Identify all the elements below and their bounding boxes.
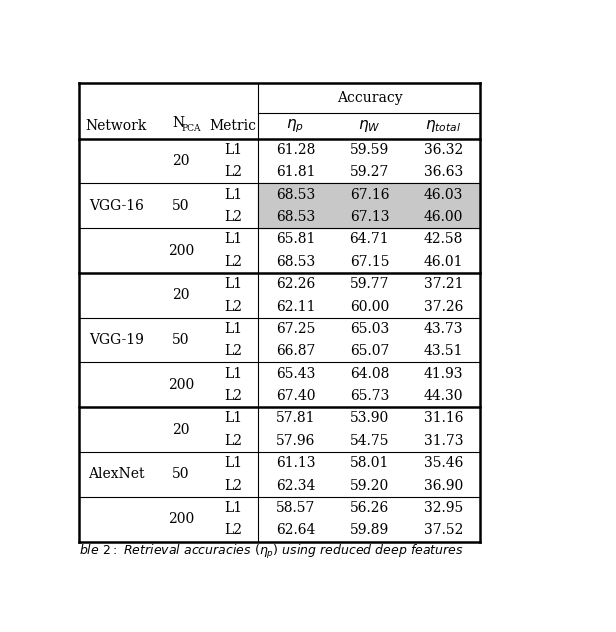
Text: 65.81: 65.81 [276,233,315,246]
Text: 61.28: 61.28 [276,143,315,157]
Text: 20: 20 [172,288,190,302]
Text: 36.90: 36.90 [424,478,463,492]
Text: 57.96: 57.96 [276,434,315,448]
Text: 53.90: 53.90 [350,411,389,425]
Text: Network: Network [86,119,147,133]
Text: 59.89: 59.89 [350,523,389,537]
Text: 20: 20 [172,154,190,168]
Text: $\it{ble\ 2:\ Retrieval\ accuracies\ (\eta_p)\ using\ reduced\ deep\ features}$: $\it{ble\ 2:\ Retrieval\ accuracies\ (\e… [79,544,464,561]
Text: 37.21: 37.21 [424,277,463,291]
Text: L1: L1 [224,233,243,246]
Text: 56.26: 56.26 [350,501,389,515]
Text: VGG-19: VGG-19 [89,333,144,347]
Text: 57.81: 57.81 [276,411,315,425]
Text: Accuracy: Accuracy [336,91,402,105]
Text: L1: L1 [224,322,243,336]
Text: 59.77: 59.77 [350,277,389,291]
Text: 65.73: 65.73 [350,389,389,403]
Text: 32.95: 32.95 [424,501,463,515]
Text: 60.00: 60.00 [350,300,389,313]
Text: 58.57: 58.57 [276,501,315,515]
Text: 67.40: 67.40 [276,389,315,403]
Text: N: N [172,116,185,130]
Text: 43.73: 43.73 [424,322,463,336]
Text: 46.03: 46.03 [424,188,463,202]
Text: L2: L2 [224,255,242,269]
Text: L1: L1 [224,456,243,470]
Text: 43.51: 43.51 [424,344,463,358]
Text: 65.07: 65.07 [350,344,389,358]
Text: L2: L2 [224,478,242,492]
Text: 68.53: 68.53 [276,188,315,202]
Text: L2: L2 [224,165,242,179]
Text: VGG-16: VGG-16 [89,199,144,213]
Text: 35.46: 35.46 [424,456,463,470]
Text: 67.13: 67.13 [350,210,389,224]
Text: L1: L1 [224,188,243,202]
Text: 68.53: 68.53 [276,210,315,224]
Text: AlexNet: AlexNet [88,468,145,482]
Text: 59.27: 59.27 [350,165,389,179]
Text: 59.59: 59.59 [350,143,389,157]
Text: 37.52: 37.52 [424,523,463,537]
Text: L1: L1 [224,411,243,425]
Text: 200: 200 [168,378,194,392]
Text: 46.00: 46.00 [424,210,463,224]
Text: $\eta_p$: $\eta_p$ [286,117,304,135]
Text: 36.32: 36.32 [424,143,463,157]
Text: 50: 50 [172,199,190,213]
Text: 61.13: 61.13 [276,456,315,470]
Text: 42.58: 42.58 [424,233,463,246]
Text: L2: L2 [224,300,242,313]
Text: PCA: PCA [182,124,201,133]
Bar [259,183,480,206]
Text: 31.73: 31.73 [424,434,463,448]
Text: 67.15: 67.15 [350,255,389,269]
Text: 64.71: 64.71 [350,233,389,246]
Text: 36.63: 36.63 [424,165,463,179]
Text: 67.25: 67.25 [276,322,315,336]
Text: $\eta_{total}$: $\eta_{total}$ [426,118,461,134]
Text: L2: L2 [224,210,242,224]
Text: 66.87: 66.87 [276,344,315,358]
Text: 62.34: 62.34 [276,478,315,492]
Text: 46.01: 46.01 [424,255,463,269]
Text: 62.26: 62.26 [276,277,315,291]
Text: 54.75: 54.75 [350,434,389,448]
Text: 67.16: 67.16 [350,188,389,202]
Text: 200: 200 [168,512,194,526]
Text: 62.11: 62.11 [276,300,315,313]
Text: 200: 200 [168,243,194,258]
Text: L1: L1 [224,501,243,515]
Text: 41.93: 41.93 [424,367,463,380]
Text: 31.16: 31.16 [424,411,463,425]
Text: Metric: Metric [210,119,257,133]
Text: 58.01: 58.01 [350,456,389,470]
Text: 65.03: 65.03 [350,322,389,336]
Text: 50: 50 [172,333,190,347]
Text: 62.64: 62.64 [276,523,315,537]
Text: L1: L1 [224,367,243,380]
Text: 37.26: 37.26 [424,300,463,313]
Text: 68.53: 68.53 [276,255,315,269]
Text: L2: L2 [224,523,242,537]
Text: 59.20: 59.20 [350,478,389,492]
Text: 61.81: 61.81 [276,165,315,179]
Text: L2: L2 [224,389,242,403]
Text: L2: L2 [224,434,242,448]
Text: 64.08: 64.08 [350,367,389,380]
Text: 44.30: 44.30 [424,389,463,403]
Text: 65.43: 65.43 [276,367,315,380]
Text: 20: 20 [172,423,190,437]
Text: L1: L1 [224,143,243,157]
Text: L2: L2 [224,344,242,358]
Text: L1: L1 [224,277,243,291]
Text: $\eta_W$: $\eta_W$ [358,118,381,134]
Text: 50: 50 [172,468,190,482]
Bar [259,206,480,228]
